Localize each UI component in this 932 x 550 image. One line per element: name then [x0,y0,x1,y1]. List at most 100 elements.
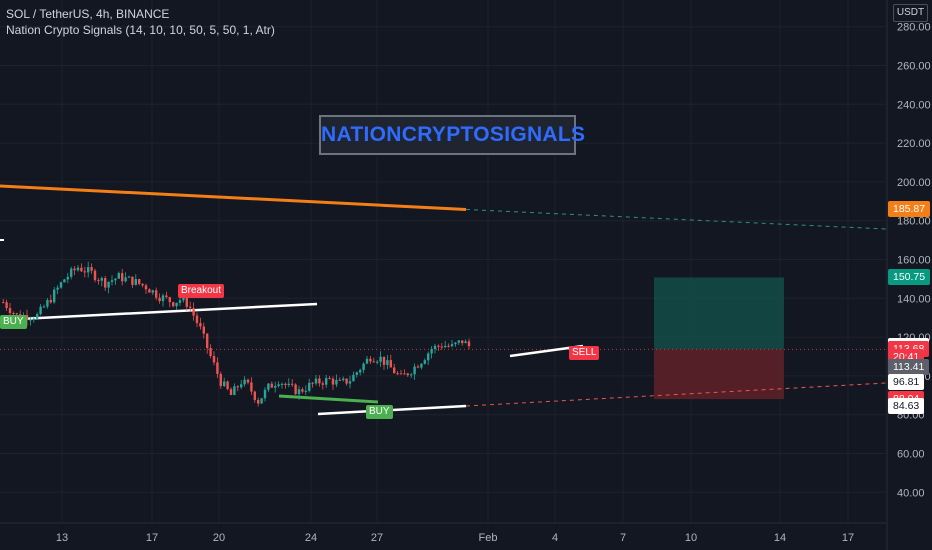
candle-body [39,306,42,315]
candle-body [284,383,287,386]
candle-body [15,313,18,315]
candle-body [121,273,124,282]
candle-body [359,369,362,373]
candle-body [131,276,134,285]
candle-body [433,345,437,350]
currency-unit-badge[interactable]: USDT [893,4,928,22]
candle-body [457,340,460,343]
candle-body [331,378,335,385]
candle-body [87,267,90,273]
candle-body [335,379,338,385]
support-line-upper [0,302,318,322]
candle-body [93,270,97,281]
price-label-take_profit: 150.75 [888,269,931,286]
candle-body [382,356,386,365]
candle-body [73,268,76,271]
candle-body [423,360,426,364]
candle-body [416,366,420,368]
candle-body [219,373,222,387]
y-tick-label: 280.00 [897,22,931,34]
candle-body [158,297,161,302]
orange-trend-line [0,184,467,211]
candle-body [148,289,151,293]
candle-body [379,356,382,362]
candle-body [440,346,443,348]
buy-trend-line [278,394,379,404]
y-tick-label: 60.00 [897,449,925,461]
teal-trend-extension [465,209,887,230]
candle-body [318,378,321,384]
candle-body [25,315,29,321]
candle-body [185,294,188,307]
candle-body [430,349,433,354]
candle-body [365,358,369,364]
candle-body [29,319,32,321]
candle-body [110,280,114,282]
candle-body [42,306,46,308]
candle-body [406,373,409,376]
candle-body [236,386,239,388]
candle-body [8,308,12,314]
x-tick-label: 24 [305,532,317,544]
candle-body [338,379,341,381]
x-tick-label: 20 [213,532,225,544]
candle-body [144,285,148,290]
candle-body [372,361,375,363]
candle-body [321,383,324,385]
candle-body [155,290,158,298]
candle-body [168,297,171,303]
candle-body [311,382,314,384]
candle-body [352,374,355,382]
candle-body [5,302,8,309]
candle-body [444,345,447,348]
x-tick-label: 17 [146,532,158,544]
candle-body [257,399,260,404]
candle-body [199,323,202,327]
candle-body [124,277,127,282]
candle-body [192,308,195,316]
candle-body [165,295,168,298]
x-tick-label: 4 [552,532,558,544]
candle-body [63,279,66,283]
candle-body [80,267,83,272]
sell-signal-label: SELL [569,346,600,360]
price-label-orange_line: 185.87 [888,201,931,218]
candle-body [362,363,365,370]
candle-body [287,383,290,386]
candle-body [386,360,389,365]
candle-body [297,389,301,395]
y-tick-label: 180.00 [897,216,931,228]
y-tick-label: 140.00 [897,293,931,305]
candle-body [100,278,103,281]
y-tick-label: 260.00 [897,61,931,73]
candle-body [141,283,144,286]
candle-body [267,383,270,390]
candle-body [325,378,328,385]
candle-body [216,362,219,374]
candle-body [117,273,120,279]
indicator-title[interactable]: Nation Crypto Signals (14, 10, 10, 50, 5… [6,23,275,37]
candle-body [138,279,141,284]
candle-body [277,384,280,386]
candle-body [233,386,236,396]
candle-body [212,355,216,363]
candle-body [376,361,379,363]
candle-body [223,381,226,387]
candle-body [172,302,175,307]
candle-body [304,390,307,392]
candle-body [2,302,5,304]
candle-body [467,341,471,347]
symbol-title[interactable]: SOL / TetherUS, 4h, BINANCE [6,7,170,21]
price-label-close_low: 84.63 [888,397,925,414]
candle-body [342,378,345,381]
candle-body [104,278,107,288]
candle-body [413,366,416,375]
candle-body [291,383,294,385]
candle-body [314,378,318,384]
candle-body [389,360,392,368]
candle-body [56,287,59,290]
candle-body [253,391,256,400]
candle-body [260,398,263,404]
